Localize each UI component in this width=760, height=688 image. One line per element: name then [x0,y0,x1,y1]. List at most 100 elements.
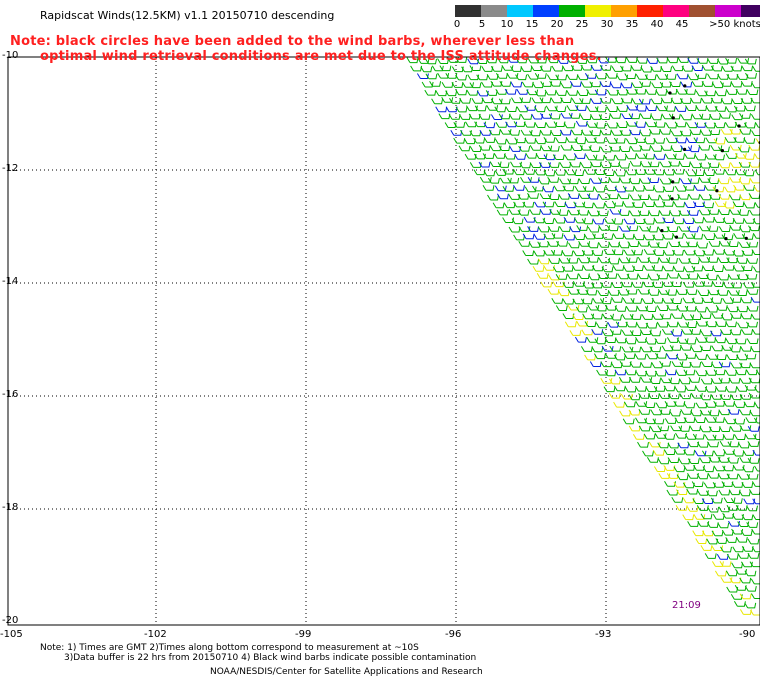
wind-barb [598,257,611,264]
wind-barb [643,218,655,225]
wind-barb [547,177,560,183]
wind-barb [686,506,699,512]
wind-barb [705,490,718,497]
wind-barb [679,393,692,400]
wind-barb [731,562,744,569]
wind-barb [559,129,572,136]
wind-barb [659,128,672,135]
wind-barb [631,281,644,288]
wind-barb [625,256,638,263]
legend-label: >50 knots [709,19,760,30]
wind-barb [706,354,719,360]
wind-barb [716,289,729,296]
wind-barb [593,186,606,193]
wind-barb [714,570,727,577]
wind-barb [652,449,665,456]
wind-barb [663,434,676,440]
wind-barb [714,354,727,360]
wind-barb [513,184,525,191]
wind-barb [719,394,732,400]
wind-barb [694,73,707,79]
wind-barb [739,425,752,431]
wind-barb [532,266,545,272]
legend-swatch [611,5,637,17]
wind-barb [623,249,636,256]
wind-barb [604,185,617,192]
wind-barb [535,57,548,64]
wind-barb [555,305,568,311]
wind-barb [750,593,760,599]
wind-barb [723,249,736,256]
wind-barb [576,289,589,295]
wind-barb [746,338,759,344]
wind-barb [744,602,757,609]
wind-barb [542,201,555,208]
wind-barb [643,433,656,440]
wind-barb [671,361,684,367]
footer-note-line-1: Note: 1) Times are GMT 2)Times along bot… [40,643,419,653]
wind-barb [534,122,547,128]
wind-barb [545,121,558,128]
wind-barb [455,57,468,63]
wind-barb [619,177,631,184]
wind-barb [527,193,539,199]
wind-barb [621,346,634,353]
wind-barb [592,154,605,161]
wind-barb [720,98,733,105]
wind-barb [566,74,579,80]
wind-barb [673,400,686,407]
wind-barb [688,193,701,200]
wind-barb [710,65,723,72]
wind-barb [713,122,726,129]
wind-barb [689,97,702,104]
quality-flag-circle [744,236,748,240]
wind-barb [739,113,751,119]
wind-barb [726,553,739,560]
wind-barb [534,169,547,176]
legend-label: 25 [575,19,589,30]
wind-barb [539,193,552,199]
wind-barb [508,129,521,136]
wind-barb [566,257,579,264]
quality-flag-circle [671,180,675,184]
wind-barb [737,473,750,480]
wind-barb [558,257,571,264]
wind-barb [639,130,652,137]
wind-barb [685,289,698,295]
wind-barb [704,553,717,559]
wind-barb [687,146,700,153]
wind-barb [580,129,593,136]
wind-barb [746,505,758,512]
wind-barb [686,122,699,129]
wind-barb [726,473,739,480]
wind-barb [732,450,745,457]
wind-barb [478,113,491,120]
wind-barb [582,186,595,192]
wind-barb [494,170,507,176]
wind-barb [540,281,553,288]
wind-barb [579,144,592,151]
wind-barb [730,362,743,369]
wind-barb [608,392,621,399]
wind-barb [676,474,689,481]
y-tick-label: -16 [2,389,19,400]
wind-barb [651,282,664,288]
wind-barb [483,170,496,177]
wind-barb [439,65,452,72]
wind-barb [453,121,466,128]
legend-label: 15 [525,19,539,30]
wind-barb [686,273,699,280]
wind-barb [692,433,705,440]
wind-barb [560,112,573,119]
wind-barb [752,266,760,273]
wind-barb [548,113,561,120]
wind-barb [474,121,487,128]
wind-barb [437,72,450,79]
wind-barb [580,81,593,88]
wind-barb [679,130,692,137]
wind-barb [737,146,750,153]
wind-barb [670,425,683,432]
wind-barb [722,449,735,455]
wind-barb [551,232,564,239]
wind-barb [750,114,760,120]
